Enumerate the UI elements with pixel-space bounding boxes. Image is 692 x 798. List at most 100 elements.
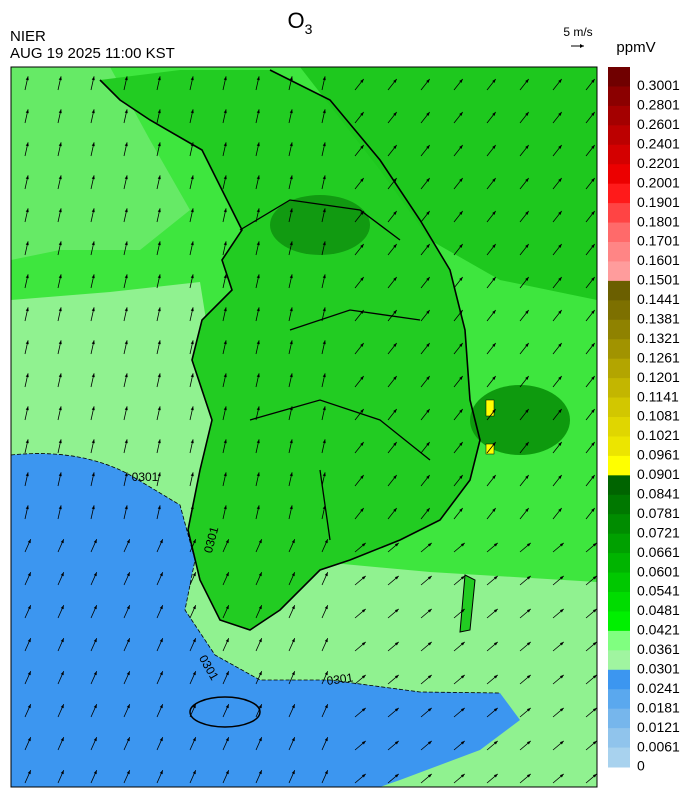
legend-label: 0.0361	[637, 641, 680, 657]
wind-arrowhead	[427, 608, 432, 613]
wind-arrowhead	[592, 674, 597, 679]
wind-arrowhead	[190, 505, 194, 510]
legend-swatch	[608, 67, 630, 87]
wind-arrowhead	[256, 175, 260, 180]
wind-arrowhead	[591, 178, 595, 182]
wind-arrowhead	[558, 112, 562, 116]
wind-arrowhead	[157, 208, 161, 213]
wind-arrowhead	[558, 145, 562, 149]
wind-arrowhead	[426, 508, 430, 512]
legend-label: 0.0721	[637, 524, 680, 540]
wind-arrowhead	[492, 145, 496, 149]
legend-label: 0.0121	[637, 719, 680, 735]
wind-arrowhead	[459, 343, 463, 347]
wind-arrowhead	[492, 442, 496, 446]
contour-label: 0301	[201, 525, 222, 555]
wind-arrowhead	[60, 671, 64, 676]
wind-arrowhead	[157, 274, 161, 279]
wind-arrowhead	[559, 542, 564, 547]
wind-arrowhead	[558, 508, 562, 512]
wind-arrowhead	[592, 575, 597, 580]
wind-arrowhead	[360, 112, 364, 116]
wind-arrowhead	[525, 79, 529, 83]
wind-arrowhead	[558, 475, 562, 479]
title: O3	[288, 8, 313, 37]
wind-arrowhead	[58, 109, 62, 114]
coastline	[99, 69, 481, 631]
legend-swatch	[608, 378, 630, 399]
wind-arrowhead	[291, 704, 295, 709]
wind-arrowhead	[324, 572, 328, 577]
legend-swatch	[608, 514, 630, 535]
wind-arrowhead	[558, 442, 562, 446]
wind-arrowhead	[93, 770, 97, 775]
wind-arrowhead	[493, 608, 498, 613]
legend-label: 0.0301	[637, 660, 680, 676]
wind-arrowhead	[223, 439, 227, 444]
legend-label: 0.1901	[637, 194, 680, 210]
wind-arrowhead	[492, 475, 496, 479]
legend-swatch	[608, 728, 630, 749]
legend-label: 0.0481	[637, 602, 680, 618]
legend-label: 0.0421	[637, 622, 680, 638]
wind-arrowhead	[258, 770, 262, 775]
wind-arrowhead	[25, 109, 29, 114]
vector-scale-arrowhead	[580, 44, 584, 48]
wind-arrowhead	[393, 112, 397, 116]
wind-arrowhead	[492, 508, 496, 512]
wind-arrowhead	[258, 605, 262, 610]
wind-arrowhead	[427, 542, 432, 547]
wind-arrowhead	[289, 109, 293, 114]
wind-arrowhead	[394, 641, 399, 646]
wind-arrowhead	[361, 707, 366, 712]
wind-arrowhead	[159, 572, 163, 577]
wind-arrowhead	[27, 737, 31, 742]
wind-arrowhead	[258, 671, 262, 676]
wind-arrowhead	[25, 142, 29, 147]
wind-arrowhead	[190, 439, 194, 444]
wind-arrowhead	[258, 572, 262, 577]
wind-arrowhead	[360, 343, 364, 347]
wind-arrowhead	[256, 340, 260, 345]
wind-arrowhead	[525, 508, 529, 512]
wind-arrowhead	[459, 376, 463, 380]
wind-arrowhead	[492, 79, 496, 83]
wind-arrowhead	[223, 406, 227, 411]
wind-arrowhead	[223, 340, 227, 345]
wind-arrowhead	[157, 307, 161, 312]
wind-arrowhead	[93, 737, 97, 742]
wind-arrowhead	[91, 208, 95, 213]
wind-arrowhead	[592, 641, 597, 646]
wind-arrowhead	[361, 608, 366, 613]
wind-arrowhead	[291, 671, 295, 676]
wind-arrowhead	[25, 472, 29, 477]
wind-arrowhead	[159, 704, 163, 709]
wind-arrowhead	[256, 439, 260, 444]
wind-arrowhead	[426, 112, 430, 116]
wind-arrowhead	[157, 505, 161, 510]
wind-arrowhead	[459, 178, 463, 182]
wind-arrowhead	[324, 770, 328, 775]
wind-arrowhead	[492, 178, 496, 182]
wind-arrowhead	[558, 376, 562, 380]
wind-vectors	[24, 76, 597, 784]
wind-arrowhead	[559, 773, 564, 778]
legend-label: 0.1081	[637, 408, 680, 424]
map-frame	[10, 66, 598, 788]
wind-arrowhead	[525, 277, 529, 281]
wind-arrowhead	[258, 737, 262, 742]
wind-arrowhead	[223, 472, 227, 477]
wind-arrowhead	[159, 671, 163, 676]
wind-arrowhead	[427, 641, 432, 646]
legend-label: 0.1321	[637, 330, 680, 346]
wind-arrowhead	[225, 671, 229, 676]
legend-swatch	[608, 144, 630, 165]
wind-arrowhead	[190, 472, 194, 477]
wind-arrowhead	[124, 274, 128, 279]
contour-label: 0301	[326, 670, 355, 688]
wind-arrowhead	[591, 508, 595, 512]
legend-label: 0.0061	[637, 738, 680, 754]
wind-arrowhead	[291, 638, 295, 643]
wind-arrowhead	[526, 707, 531, 712]
wind-arrowhead	[223, 307, 227, 312]
